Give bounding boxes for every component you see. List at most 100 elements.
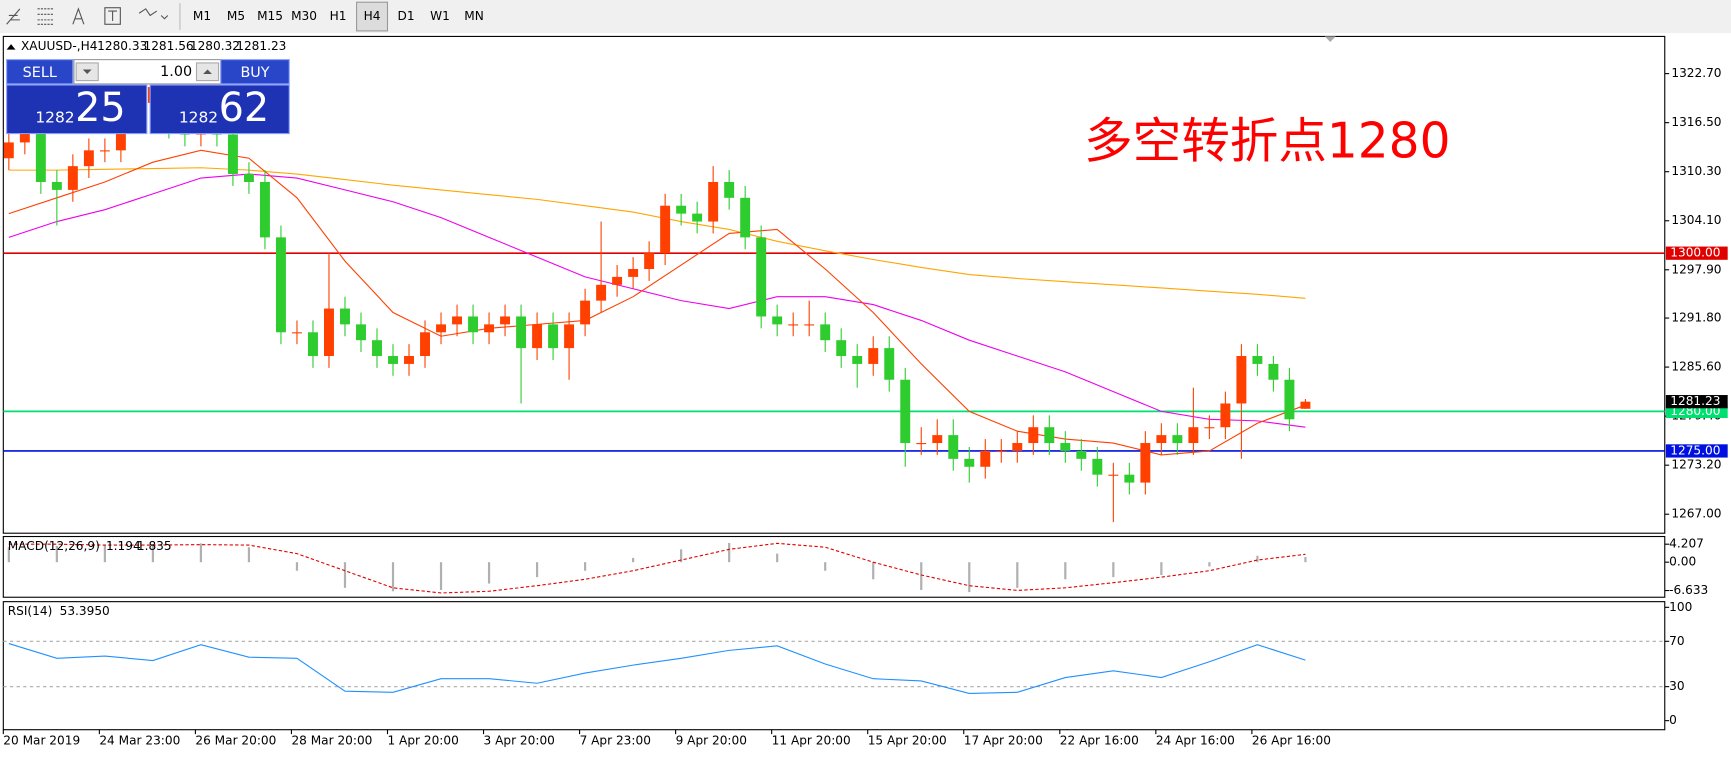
x-tick-label: 20 Mar 2019 xyxy=(3,733,80,747)
candle-body xyxy=(404,356,414,364)
candle-body xyxy=(884,348,895,380)
tool-label-t xyxy=(108,10,118,21)
candle-body xyxy=(1156,435,1167,444)
timeframe-button[interactable]: M30 xyxy=(291,9,317,23)
x-tick-label: 15 Apr 20:00 xyxy=(868,733,947,747)
rsi-tick-label: 0 xyxy=(1669,713,1677,727)
sell-button[interactable] xyxy=(6,59,74,85)
buy-price[interactable] xyxy=(149,84,290,135)
rsi-panel xyxy=(2,601,1666,731)
timeframe-button[interactable]: M1 xyxy=(193,9,211,23)
macd-bar xyxy=(920,562,923,590)
y-tick-label: 1304.10 xyxy=(1671,213,1721,227)
macd-bar xyxy=(824,562,827,571)
buy-button[interactable] xyxy=(220,59,290,85)
x-tick-label: 3 Apr 20:00 xyxy=(484,733,555,747)
volume-down-icon xyxy=(82,69,92,74)
y-tick-label: 1322.70 xyxy=(1671,66,1721,80)
moving-average xyxy=(8,167,1306,299)
tool-text[interactable] xyxy=(72,7,85,25)
macd-bar xyxy=(1160,562,1163,576)
candle-body xyxy=(1124,474,1135,483)
x-tick-label: 17 Apr 20:00 xyxy=(964,733,1043,747)
candle-body xyxy=(564,324,575,349)
candle-body xyxy=(468,316,479,333)
x-tick-label: 26 Mar 20:00 xyxy=(195,733,276,747)
tool-fibo[interactable] xyxy=(6,8,21,25)
macd-bar xyxy=(295,562,299,571)
trade-panel: SELL 1.00 BUY 1282 25 1282 62 xyxy=(6,59,290,135)
timeframe-button[interactable]: W1 xyxy=(430,9,450,23)
candle-body xyxy=(708,181,719,222)
candle-body xyxy=(900,379,911,444)
macd-bar xyxy=(1064,562,1067,580)
buy-big: 1282 xyxy=(179,109,218,127)
candle-body xyxy=(1108,474,1119,476)
level-label-box xyxy=(1665,444,1728,458)
macd-bar xyxy=(343,562,347,588)
sell-label: SELL xyxy=(23,65,57,81)
candle-body xyxy=(99,150,110,152)
plot: 1322.70 1316.50 1310.30 1304.10 1297.90 1291.… xyxy=(2,66,1728,747)
macd-tick-label: 4.207 xyxy=(1669,537,1704,551)
timeframe-button[interactable]: MN xyxy=(464,9,484,23)
timeframe-button[interactable]: M5 xyxy=(227,9,245,23)
macd-bar xyxy=(439,562,443,590)
tool-label[interactable] xyxy=(104,7,121,25)
tool-channel[interactable] xyxy=(37,8,53,25)
candle-body xyxy=(788,324,799,326)
macd-bar xyxy=(1256,555,1259,563)
candle-body xyxy=(308,332,318,357)
macd-bar xyxy=(199,543,203,563)
candle-body xyxy=(1140,443,1151,483)
candle-body xyxy=(1220,403,1231,428)
candle-body xyxy=(948,435,959,459)
candle-body xyxy=(35,126,46,182)
candle-body xyxy=(1204,427,1215,429)
x-tick-label: 11 Apr 20:00 xyxy=(772,733,851,747)
candle-body xyxy=(1028,427,1039,444)
sell-price[interactable] xyxy=(6,84,148,135)
candle-body xyxy=(500,316,511,325)
candle-body xyxy=(83,150,94,167)
macd-bar xyxy=(680,549,683,563)
macd-bar xyxy=(632,557,635,563)
y-tick-label: 1273.20 xyxy=(1671,458,1721,472)
candle-body xyxy=(548,324,559,349)
rsi-tick-label: 70 xyxy=(1669,634,1684,648)
candle-body xyxy=(756,237,767,317)
candle-body xyxy=(692,213,703,222)
candle-body xyxy=(1268,363,1279,380)
candle-body xyxy=(804,324,815,326)
level-label-box xyxy=(1665,246,1728,260)
candle-body xyxy=(1092,458,1103,475)
candle-body xyxy=(259,181,270,238)
candle-body xyxy=(67,166,78,190)
toolbar-icons xyxy=(6,3,181,30)
timeframe-button[interactable]: H1 xyxy=(330,9,347,23)
candle-body xyxy=(19,126,30,143)
tool-shapes[interactable] xyxy=(138,8,169,20)
macd-tick-label: -6.633 xyxy=(1669,583,1708,597)
candle-body xyxy=(1060,443,1071,451)
timeframe-button[interactable]: D1 xyxy=(398,9,415,23)
candle-body xyxy=(724,181,735,198)
candle-body xyxy=(3,142,14,159)
macd-bar xyxy=(487,562,491,584)
candle-body xyxy=(1236,356,1247,404)
macd-panel xyxy=(2,535,1666,598)
candle-body xyxy=(227,134,238,175)
rsi-value: 53.3950 xyxy=(60,604,110,618)
candle-body xyxy=(436,324,446,333)
volume: 1.00 xyxy=(160,64,192,80)
rsi-tick-label: 100 xyxy=(1669,600,1692,614)
timeframe-button[interactable]: H4 xyxy=(364,9,381,23)
symbol: XAUUSD-,H4 xyxy=(21,39,98,53)
macd-signal xyxy=(8,542,1306,594)
macd-bar xyxy=(7,547,10,563)
macd-signal-value: 1.835 xyxy=(137,539,172,553)
timeframe-button[interactable]: M15 xyxy=(257,9,283,23)
candle-body xyxy=(868,348,879,364)
candle-body xyxy=(628,268,639,277)
macd-bar xyxy=(728,542,731,563)
